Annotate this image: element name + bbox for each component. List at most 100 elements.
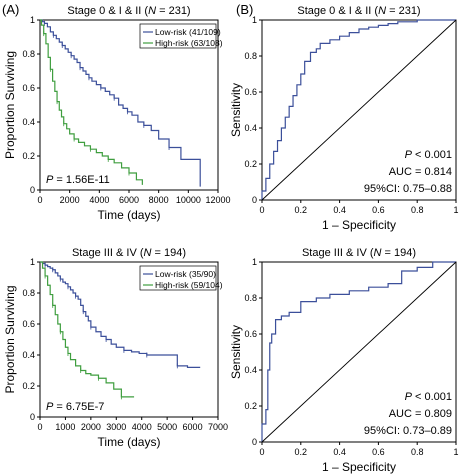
- series-line-1: [261, 19, 457, 201]
- y-tick-label: 0.4: [22, 350, 35, 360]
- x-tick-label: 0: [259, 205, 264, 215]
- y-tick-label: 0.8: [244, 293, 257, 303]
- x-tick-label: 0.2: [295, 205, 308, 215]
- panel-label-a: (A): [2, 2, 19, 17]
- y-axis-label: Proportion Surviving: [3, 51, 17, 159]
- p-value-text: < 0.001: [412, 149, 452, 161]
- roc-chart-stage-late: Stage III & IV (N = 194) 0 0.2 0.4 0.6 0.8 1 0 0…: [229, 247, 459, 474]
- chart-title-prefix: Stage 0 & I & II (: [297, 5, 378, 17]
- y-tick-label: 0.6: [244, 87, 257, 97]
- legend-box: [139, 23, 217, 49]
- x-tick-label: 12000: [205, 195, 230, 205]
- x-tick-label: 0.6: [372, 205, 385, 215]
- p-value-text: = 6.75E-7: [53, 401, 104, 413]
- y-tick-label: 0: [30, 185, 35, 195]
- series-line-1: [40, 261, 135, 398]
- y-tick-label: 0.2: [244, 401, 257, 411]
- km-chart-stage-early: Stage 0 & I & II (N = 231) 0 2000 4000 6000 8…: [3, 5, 231, 222]
- y-tick-label: 0.2: [244, 159, 257, 169]
- y-tick-label: 0.8: [22, 49, 35, 59]
- p-value-text: < 0.001: [412, 391, 452, 403]
- y-tick-label: 0.6: [22, 319, 35, 329]
- legend-label: High-risk (59/104): [155, 280, 223, 290]
- chart-title-suffix: = 231): [156, 5, 191, 17]
- x-tick-label: 0: [37, 422, 42, 432]
- x-tick-label: 0.4: [333, 447, 346, 457]
- plot-frame: [261, 261, 457, 443]
- x-axis-label: 1 – Specificity: [322, 460, 396, 474]
- chart-title-prefix: Stage III & IV (: [72, 247, 144, 259]
- y-tick-label: 0: [30, 412, 35, 422]
- chart-title: Stage III & IV (N = 194): [72, 247, 186, 259]
- ci-annotation: 95%CI: 0.75–0.88: [364, 183, 452, 195]
- chart-title-suffix: = 194): [381, 247, 416, 259]
- legend-label: Low-risk (35/90): [155, 269, 216, 279]
- p-value-annotation: P < 0.001: [405, 149, 452, 161]
- series-line-0: [40, 261, 201, 368]
- y-tick-label: 1: [252, 15, 257, 25]
- series-line-0: [261, 19, 456, 200]
- plot-frame: [39, 261, 219, 418]
- x-axis-label: Time (days): [98, 208, 161, 222]
- p-value-annotation: P = 1.56E-11: [46, 174, 110, 186]
- x-tick-label: 0.8: [411, 447, 424, 457]
- legend-label: High-risk (63/108): [155, 38, 223, 48]
- chart-title-prefix: Stage 0 & I & II (: [67, 5, 148, 17]
- x-tick-label: 5000: [157, 422, 177, 432]
- y-tick-label: 0: [252, 437, 257, 447]
- y-axis-label: Sensitivity: [229, 83, 243, 137]
- chart-title-suffix: = 194): [151, 247, 186, 259]
- x-tick-label: 0.6: [372, 447, 385, 457]
- y-tick-label: 1: [30, 15, 35, 25]
- x-tick-label: 1: [453, 447, 458, 457]
- x-tick-label: 1: [453, 205, 458, 215]
- y-tick-label: 0.2: [22, 381, 35, 391]
- roc-chart-stage-early: Stage 0 & I & II (N = 231) 0 0.2 0.4 0.6 0.8 1…: [229, 5, 459, 232]
- series-line-1: [261, 261, 457, 443]
- p-value-symbol: P: [46, 174, 54, 186]
- x-tick-label: 0.8: [411, 205, 424, 215]
- panel-label-b: (B): [236, 2, 253, 17]
- x-tick-label: 6000: [183, 422, 203, 432]
- series-line-1: [40, 19, 143, 185]
- chart-title-suffix: = 231): [386, 5, 421, 17]
- legend-label: Low-risk (41/109): [155, 27, 221, 37]
- x-tick-label: 0.2: [295, 447, 308, 457]
- x-tick-label: 4000: [132, 422, 152, 432]
- y-axis-label: Proportion Surviving: [3, 285, 17, 393]
- y-tick-label: 0.8: [22, 288, 35, 298]
- chart-title-n: N: [144, 247, 152, 259]
- y-tick-label: 0.6: [22, 83, 35, 93]
- x-tick-label: 8000: [149, 195, 169, 205]
- chart-title: Stage 0 & I & II (N = 231): [67, 5, 190, 17]
- chart-title-n: N: [378, 5, 386, 17]
- y-tick-label: 0: [252, 195, 257, 205]
- y-tick-label: 0.4: [244, 365, 257, 375]
- x-tick-label: 4000: [89, 195, 109, 205]
- x-tick-label: 6000: [119, 195, 139, 205]
- p-value-symbol: P: [46, 401, 54, 413]
- y-axis-label: Sensitivity: [229, 325, 243, 379]
- y-tick-label: 0.2: [22, 151, 35, 161]
- chart-title: Stage III & IV (N = 194): [302, 247, 416, 259]
- chart-title-n: N: [148, 5, 156, 17]
- x-tick-label: 0: [259, 447, 264, 457]
- y-tick-label: 0.4: [22, 117, 35, 127]
- p-value-symbol: P: [405, 391, 413, 403]
- x-tick-label: 1000: [55, 422, 75, 432]
- x-tick-label: 0.4: [333, 205, 346, 215]
- x-axis-label: 1 – Specificity: [322, 218, 396, 232]
- x-tick-label: 2000: [60, 195, 80, 205]
- chart-title: Stage 0 & I & II (N = 231): [297, 5, 420, 17]
- p-value-annotation: P = 6.75E-7: [46, 401, 104, 413]
- y-tick-label: 1: [252, 257, 257, 267]
- p-value-text: = 1.56E-11: [53, 174, 109, 186]
- series-line-0: [261, 261, 456, 442]
- chart-title-prefix: Stage III & IV (: [302, 247, 374, 259]
- y-tick-label: 0.8: [244, 51, 257, 61]
- p-value-annotation: P < 0.001: [405, 391, 452, 403]
- legend-box: [139, 265, 217, 291]
- x-tick-label: 7000: [208, 422, 228, 432]
- y-tick-label: 0.6: [244, 329, 257, 339]
